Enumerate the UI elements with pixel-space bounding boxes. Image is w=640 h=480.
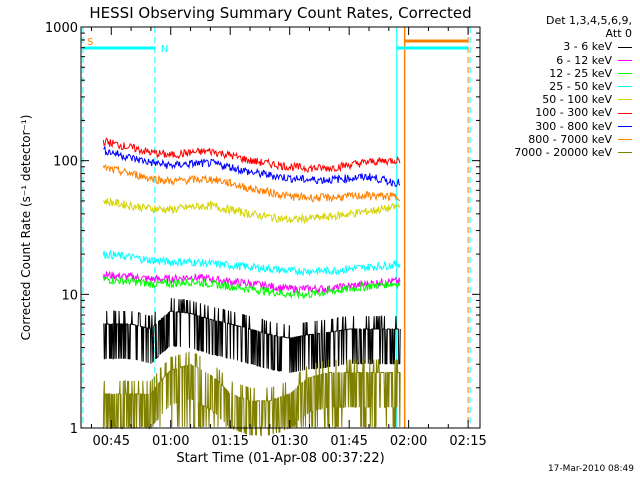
series-line bbox=[102, 270, 401, 295]
series-line bbox=[103, 144, 401, 187]
legend-label: 50 - 100 keV bbox=[542, 93, 612, 107]
plot-frame bbox=[80, 26, 481, 429]
annotation-label: S bbox=[87, 37, 93, 48]
legend-label: 6 - 12 keV bbox=[556, 53, 612, 67]
legend-entry: 3 - 6 keV bbox=[482, 40, 632, 53]
series-line bbox=[102, 164, 400, 203]
series-line bbox=[102, 249, 401, 277]
legend-header-line-2: Att 0 bbox=[605, 27, 632, 41]
legend-swatch bbox=[618, 86, 632, 88]
legend-swatch bbox=[618, 72, 632, 74]
legend-label: 800 - 7000 keV bbox=[528, 132, 612, 146]
legend-swatch bbox=[618, 59, 632, 61]
series-line bbox=[102, 137, 401, 174]
legend-label: 25 - 50 keV bbox=[549, 80, 612, 94]
footer-timestamp: 17-Mar-2010 08:49 bbox=[547, 464, 634, 474]
x-tick-label: 01:15 bbox=[211, 434, 248, 449]
x-tick-label: 02:15 bbox=[449, 434, 486, 449]
legend-swatch bbox=[618, 112, 632, 114]
legend-swatch bbox=[618, 152, 632, 154]
legend-label: 12 - 25 keV bbox=[549, 66, 612, 80]
y-tick-label: 1000 bbox=[45, 21, 78, 36]
chart-title: HESSI Observing Summary Count Rates, Cor… bbox=[89, 4, 471, 22]
x-tick-label: 01:45 bbox=[330, 434, 367, 449]
legend-entry: 7000 - 20000 keV bbox=[482, 146, 632, 159]
x-tick-label: 01:30 bbox=[271, 434, 308, 449]
series-line bbox=[102, 275, 401, 300]
y-axis-label: Corrected Count Rate (s⁻¹ detector⁻¹) bbox=[19, 115, 33, 341]
legend-swatch bbox=[618, 46, 632, 48]
legend-entry: 300 - 800 keV bbox=[482, 120, 632, 133]
series-line bbox=[103, 298, 401, 373]
legend-label: 7000 - 20000 keV bbox=[514, 146, 612, 160]
legend-label: 3 - 6 keV bbox=[563, 40, 612, 54]
y-tick-label: 1 bbox=[70, 422, 78, 437]
legend-label: 300 - 800 keV bbox=[535, 119, 612, 133]
y-tick-label: 10 bbox=[61, 288, 78, 303]
legend-header-line-1: Det 1,3,4,5,6,9, bbox=[545, 14, 632, 27]
legend-swatch bbox=[618, 99, 632, 101]
legend-entry: 800 - 7000 keV bbox=[482, 133, 632, 146]
x-tick-label: 02:00 bbox=[390, 434, 427, 449]
x-axis-label: Start Time (01-Apr-08 00:37:22) bbox=[176, 451, 384, 466]
x-tick-label: 00:45 bbox=[93, 434, 130, 449]
legend-label: 100 - 300 keV bbox=[535, 106, 612, 120]
legend-entry: 6 - 12 keV bbox=[482, 54, 632, 67]
series-line bbox=[102, 197, 401, 225]
legend-swatch bbox=[618, 125, 632, 127]
y-tick-label: 100 bbox=[53, 155, 78, 170]
x-tick-label: 01:00 bbox=[152, 434, 189, 449]
legend-entry: 50 - 100 keV bbox=[482, 93, 632, 106]
annotation-label: N bbox=[161, 44, 168, 55]
series-line bbox=[102, 351, 401, 436]
legend-entry: 12 - 25 keV bbox=[482, 67, 632, 80]
legend-entry: 100 - 300 keV bbox=[482, 106, 632, 119]
chart-legend: Det 1,3,4,5,6,9, Att 0 3 - 6 keV 6 - 12 … bbox=[482, 14, 632, 159]
legend-swatch bbox=[618, 138, 632, 140]
legend-entry: 25 - 50 keV bbox=[482, 80, 632, 93]
